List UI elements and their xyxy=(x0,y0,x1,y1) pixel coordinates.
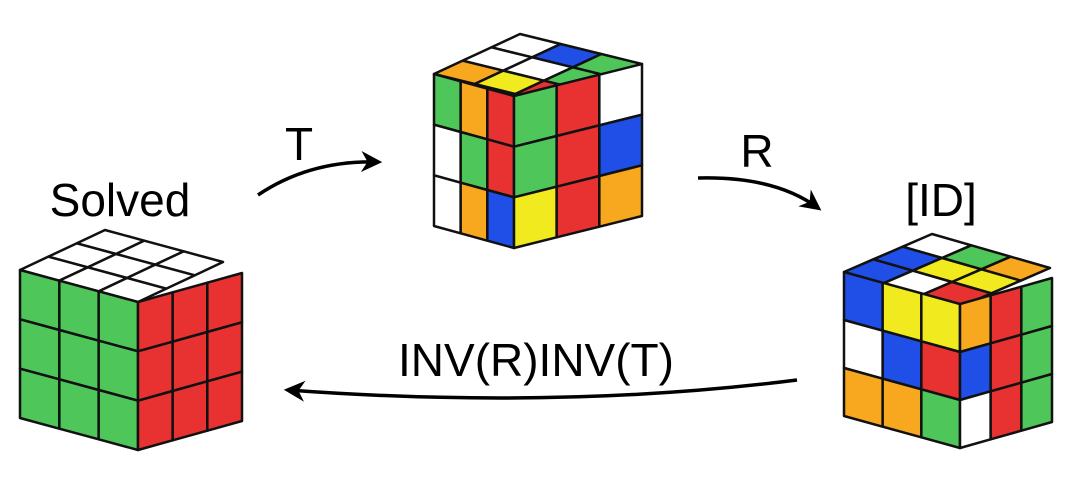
left-sticker xyxy=(432,174,462,235)
left-sticker xyxy=(486,188,516,250)
left-sticker xyxy=(459,181,489,242)
left-sticker xyxy=(432,123,462,184)
right-sticker xyxy=(1020,372,1054,432)
right-sticker xyxy=(555,174,601,239)
label-inverse: INV(R)INV(T) xyxy=(398,334,674,386)
label-solved: Solved xyxy=(50,174,191,226)
right-sticker xyxy=(512,185,558,250)
solved-cube xyxy=(18,228,244,452)
arrow-r xyxy=(697,176,822,211)
arrow-t xyxy=(257,151,383,197)
left-sticker xyxy=(97,388,140,452)
arrow-inverse xyxy=(283,378,798,402)
right-sticker xyxy=(136,389,174,452)
left-sticker xyxy=(459,130,489,192)
left-sticker xyxy=(18,367,61,430)
left-sticker xyxy=(432,72,462,134)
label-id: [ID] xyxy=(905,174,977,226)
left-sticker xyxy=(486,87,516,148)
label-move-r: R xyxy=(740,125,773,177)
right-sticker xyxy=(598,164,644,228)
left-sticker xyxy=(881,377,923,439)
after-t-cube xyxy=(432,32,644,250)
after-r-cube xyxy=(842,232,1054,450)
left-sticker xyxy=(842,366,884,428)
right-sticker xyxy=(206,370,244,432)
left-sticker xyxy=(459,80,489,141)
left-sticker xyxy=(58,378,100,441)
right-sticker xyxy=(958,390,992,450)
right-sticker xyxy=(989,381,1023,441)
left-sticker xyxy=(920,388,962,450)
label-move-t: T xyxy=(285,118,313,170)
left-sticker xyxy=(486,138,516,199)
right-sticker xyxy=(171,380,209,442)
